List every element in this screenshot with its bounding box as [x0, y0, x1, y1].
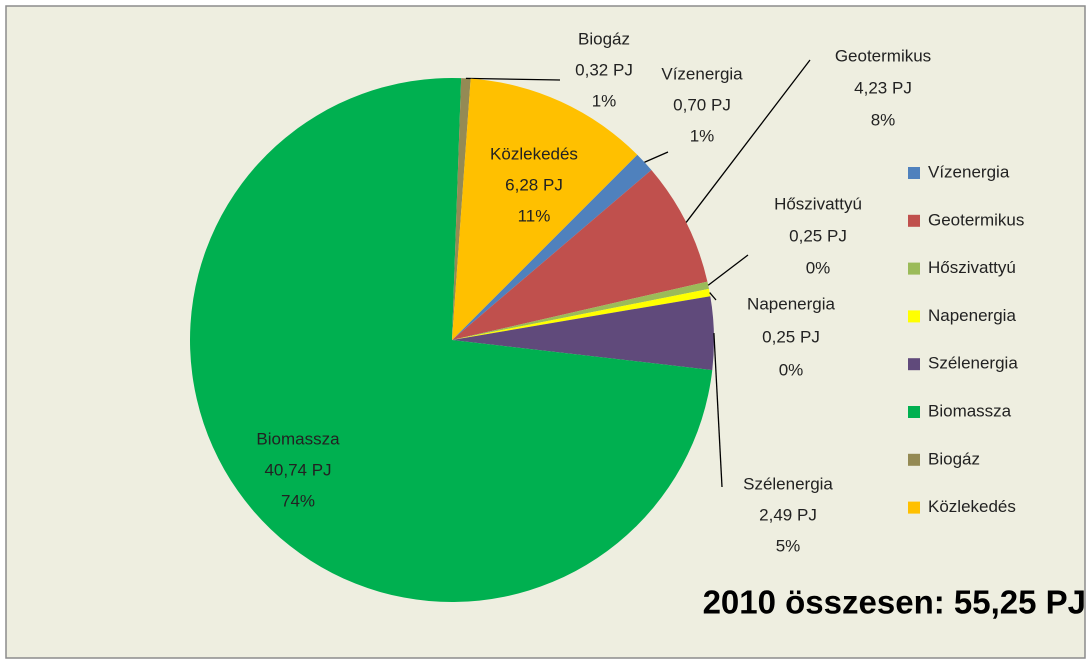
data-label-name: Biomassza [256, 429, 340, 448]
legend-label: Vízenergia [928, 162, 1010, 181]
pie-slice [452, 170, 708, 340]
data-label-name: Vízenergia [661, 64, 743, 83]
pie-slice [452, 296, 715, 371]
data-label-percent: 5% [776, 536, 801, 555]
data-label-value: 0,25 PJ [762, 327, 820, 346]
legend-swatch [908, 310, 920, 323]
legend-label: Szélenergia [928, 354, 1018, 373]
data-label-percent: 1% [690, 126, 715, 145]
data-label-value: 0,25 PJ [789, 226, 847, 245]
data-label-name: Geotermikus [835, 46, 931, 65]
pie-slice [190, 78, 713, 602]
legend-swatch [908, 453, 920, 466]
data-label-name: Biogáz [578, 29, 630, 48]
legend-swatch [908, 406, 920, 418]
data-label-name: Hőszivattyú [774, 194, 862, 213]
data-label-percent: 8% [871, 110, 896, 129]
data-label-value: 40,74 PJ [264, 460, 331, 479]
pie-slice [452, 288, 711, 340]
data-label-percent: 74% [281, 491, 315, 510]
legend-label: Biogáz [928, 449, 980, 468]
data-label-value: 0,70 PJ [673, 95, 731, 114]
data-label-value: 4,23 PJ [854, 78, 912, 97]
pie-slice [452, 281, 709, 340]
leader-line [713, 333, 723, 488]
leader-line [465, 77, 561, 81]
data-label-value: 0,32 PJ [575, 60, 633, 79]
legend-swatch [908, 214, 920, 227]
leader-line [685, 59, 811, 223]
data-label-percent: 0% [806, 258, 831, 277]
pie-slice [452, 154, 652, 340]
data-label-name: Szélenergia [743, 474, 833, 493]
legend-swatch [908, 358, 920, 371]
legend-swatch [908, 167, 920, 179]
leader-line [709, 292, 717, 301]
data-label-percent: 11% [518, 206, 551, 225]
data-label-name: Napenergia [747, 294, 835, 313]
legend-label: Geotermikus [928, 210, 1024, 229]
leader-line [707, 254, 749, 286]
data-label-value: 2,49 PJ [759, 505, 817, 524]
data-label-percent: 1% [592, 91, 617, 110]
data-label-percent: 0% [779, 360, 804, 379]
legend-swatch [908, 501, 920, 514]
leader-line [644, 151, 669, 163]
legend-label: Hőszivattyú [928, 258, 1016, 277]
pie-slice [452, 78, 638, 341]
data-label-name: Közlekedés [490, 144, 578, 163]
pie-slice [452, 78, 471, 340]
legend-swatch [908, 262, 920, 275]
data-label-value: 6,28 PJ [505, 175, 563, 194]
chart-title: 2010 összesen: 55,25 PJ [703, 584, 1086, 621]
legend-label: Napenergia [928, 306, 1016, 325]
legend-label: Közlekedés [928, 497, 1016, 516]
legend-label: Biomassza [928, 401, 1012, 420]
